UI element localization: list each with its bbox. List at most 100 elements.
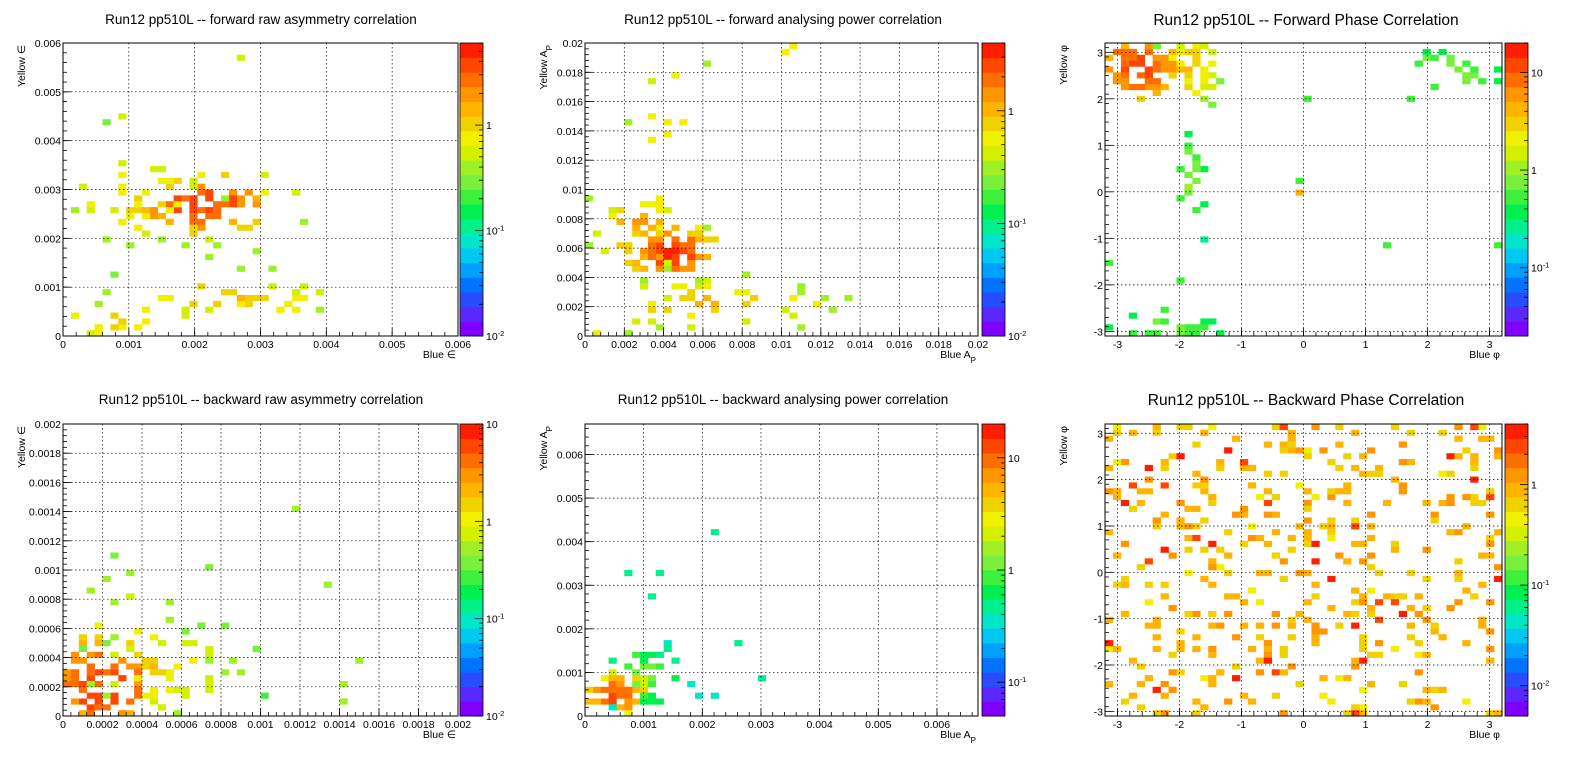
heatmap-cell [1192, 645, 1201, 653]
heatmap-cell [228, 195, 238, 202]
heatmap-cell [1176, 330, 1185, 337]
heatmap-cell [1303, 488, 1312, 495]
x-tick-label: 0.016 [886, 339, 912, 351]
y-tick-label: 0.016 [557, 97, 583, 109]
heatmap-cell [86, 587, 95, 594]
heatmap-cell [86, 663, 95, 670]
heatmap-cell [1462, 587, 1471, 594]
heatmap-cell [1184, 66, 1193, 73]
heatmap-cell [134, 669, 143, 676]
heatmap-cell [1239, 459, 1249, 466]
y-tick-label: 3 [1097, 47, 1103, 59]
palette-step [460, 701, 483, 717]
palette-step [982, 424, 1005, 439]
x-tick-label: 0 [1301, 339, 1307, 351]
heatmap-cell [640, 265, 649, 272]
heatmap-cell [1128, 482, 1138, 489]
palette-step [982, 86, 1005, 102]
heatmap-cell [1176, 517, 1185, 524]
heatmap-cell [647, 300, 657, 307]
palette-step [1505, 130, 1528, 146]
heatmap-cell [663, 259, 672, 266]
heatmap-cell [1152, 78, 1161, 85]
heatmap-cell [1494, 710, 1503, 717]
y-tick-label: 0.012 [557, 155, 583, 167]
heatmap-cell [1184, 330, 1193, 337]
heatmap-cell [86, 675, 95, 682]
heatmap-cell [236, 195, 245, 202]
heatmap-cell [1160, 581, 1169, 588]
heatmap-cell [173, 201, 182, 208]
heatmap-cell [687, 324, 696, 331]
heatmap-cell [1144, 599, 1153, 606]
heatmap-cell [1232, 663, 1241, 670]
heatmap-cell [1351, 587, 1360, 594]
heatmap-cell [1494, 564, 1503, 571]
heatmap-cell [70, 669, 80, 676]
heatmap-cell [789, 294, 798, 302]
heatmap-cell [1414, 669, 1423, 676]
heatmap-cell [157, 669, 166, 676]
heatmap-cell [632, 218, 641, 225]
heatmap-cell [173, 195, 182, 202]
heatmap-cell [1136, 95, 1145, 102]
palette-step [460, 540, 483, 556]
heatmap-cell [252, 248, 261, 255]
heatmap-cell [1168, 60, 1177, 67]
x-tick-label: 0.0018 [402, 719, 434, 731]
heatmap-cell [1279, 441, 1288, 448]
heatmap-cell [1208, 540, 1217, 547]
heatmap-cell [655, 259, 664, 266]
palette-step [982, 277, 1005, 293]
heatmap-cell [1184, 72, 1193, 79]
heatmap-cell [1176, 66, 1185, 73]
color-palette [981, 42, 1006, 337]
heatmap-cell [1430, 54, 1439, 61]
heatmap-cell [149, 686, 159, 693]
heatmap-cell [1160, 306, 1169, 313]
heatmap-cell [1168, 552, 1177, 559]
heatmap-cell [197, 171, 206, 179]
heatmap-cell [78, 710, 87, 717]
heatmap-cell [1224, 447, 1233, 454]
heatmap-cell [1120, 72, 1130, 79]
heatmap-cell [173, 710, 182, 717]
heatmap-cell [1208, 72, 1217, 79]
heatmap-cell [632, 651, 641, 658]
heatmap-cell [655, 218, 664, 225]
x-tick-label: -3 [1113, 339, 1122, 351]
heatmap-cell [165, 177, 174, 184]
heatmap-cell [640, 218, 649, 225]
x-tick-label: -3 [1113, 719, 1122, 731]
heatmap-cell [1144, 48, 1153, 56]
heatmap-cell [663, 230, 672, 237]
heatmap-cell [640, 663, 649, 670]
y-tick-label: 0.006 [35, 38, 61, 50]
heatmap-cell [1406, 634, 1415, 641]
heatmap-cell [181, 312, 190, 319]
heatmap-cell [1168, 453, 1177, 460]
heatmap-cell [126, 645, 135, 653]
heatmap-cell [1144, 43, 1153, 50]
heatmap-cell [663, 253, 672, 261]
heatmap-cell [640, 651, 649, 658]
y-tick-label: 1 [1097, 521, 1103, 533]
heatmap-cell [655, 324, 664, 331]
heatmap-cell [252, 294, 261, 302]
heatmap-cell [1216, 464, 1225, 472]
heatmap-cell [102, 289, 111, 296]
heatmap-cell [1160, 84, 1169, 91]
y-tick-label: 0.005 [557, 493, 583, 505]
heatmap-cell [1390, 424, 1400, 431]
heatmap-cell [781, 306, 790, 313]
heatmap-cell [1367, 447, 1376, 454]
heatmap-cell [1367, 651, 1376, 658]
heatmap-cell [1271, 552, 1280, 559]
heatmap-cell [110, 599, 119, 606]
heatmap-cell [585, 242, 594, 249]
palette-step [1505, 584, 1528, 600]
heatmap-cell [197, 207, 206, 214]
heatmap-cell [221, 201, 230, 208]
heatmap-cell [592, 686, 602, 693]
heatmap-cell [134, 663, 143, 670]
